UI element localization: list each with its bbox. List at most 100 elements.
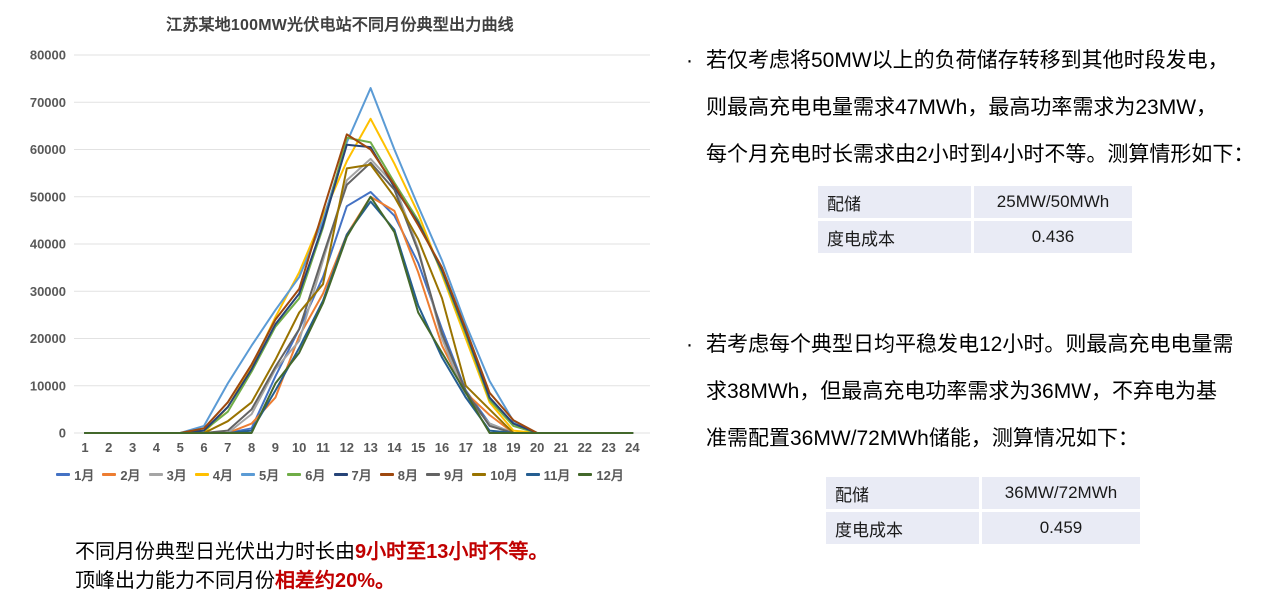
legend-label: 8月 <box>397 468 418 483</box>
y-axis-tick-label: 60000 <box>30 142 66 157</box>
legend-dash-icon <box>56 473 71 476</box>
x-axis-tick-label: 7 <box>224 440 231 455</box>
x-axis-tick-label: 19 <box>506 440 520 455</box>
legend-dash-icon <box>102 473 117 476</box>
x-axis-tick-label: 22 <box>578 440 592 455</box>
legend-dash-icon <box>525 473 540 476</box>
summary-line-1: 不同月份典型日光伏出力时长由9小时至13小时不等。 <box>75 538 548 567</box>
bullet-1-text: 若仅考虑将50MW以上的负荷储存转移到其他时段发电， 则最高充电电量需求47MW… <box>706 49 1255 166</box>
x-axis-tick-label: 13 <box>363 440 377 455</box>
x-axis-tick-label: 3 <box>129 440 136 455</box>
y-axis-tick-label: 30000 <box>30 284 66 299</box>
table2-row2-label: 度电成本 <box>826 512 979 544</box>
x-axis-tick-label: 16 <box>435 440 449 455</box>
legend-dash-icon <box>379 473 394 476</box>
x-axis-tick-label: 17 <box>459 440 473 455</box>
bullet-1-marker: · <box>686 49 693 72</box>
bullet-1: · 若仅考虑将50MW以上的负荷储存转移到其他时段发电， 则最高充电电量需求47… <box>686 37 1282 178</box>
y-axis-tick-label: 40000 <box>30 237 66 252</box>
legend-item-8月: 8月 <box>379 465 418 484</box>
table2-row2-value: 0.459 <box>982 512 1140 544</box>
table1-row1-value: 25MW/50MWh <box>974 186 1132 218</box>
legend-dash-icon <box>472 473 487 476</box>
summary-line-2: 顶峰出力能力不同月份相差约20%。 <box>75 567 548 596</box>
legend-dash-icon <box>241 473 256 476</box>
y-axis-tick-label: 50000 <box>30 189 66 204</box>
legend-label: 10月 <box>490 468 518 483</box>
x-axis-tick-label: 12 <box>340 440 354 455</box>
legend-item-5月: 5月 <box>241 465 279 484</box>
x-axis-tick-label: 1 <box>81 440 88 455</box>
series-line-6月 <box>84 136 634 434</box>
legend-item-2月: 2月 <box>102 465 141 484</box>
legend-item-3月: 3月 <box>148 465 187 484</box>
x-axis-tick-label: 14 <box>387 440 402 455</box>
table1-row1-label: 配储 <box>818 186 971 218</box>
x-axis-tick-label: 5 <box>177 440 184 455</box>
x-axis-tick-label: 21 <box>554 440 568 455</box>
table2-row1-value: 36MW/72MWh <box>982 477 1140 509</box>
summary-text: 不同月份典型日光伏出力时长由9小时至13小时不等。 顶峰出力能力不同月份相差约2… <box>75 538 548 596</box>
summary-line2-red: 相差约20%。 <box>275 570 396 592</box>
legend-dash-icon <box>148 473 163 476</box>
legend-label: 2月 <box>120 468 141 483</box>
bullet-2: · 若考虑每个典型日均平稳发电12小时。则最高充电电量需 求38MWh，但最高充… <box>686 321 1282 462</box>
pv-output-line-chart: 0 10000 20000 30000 40000 50000 60000 70000 8000… <box>30 48 650 455</box>
series-line-11月 <box>84 200 634 434</box>
y-axis-tick-label: 10000 <box>30 378 66 393</box>
summary-line1-red: 9小时至13小时不等。 <box>355 541 549 563</box>
x-axis-tick-label: 2 <box>105 440 112 455</box>
storage-config-table-2: 配储 36MW/72MWh 度电成本 0.459 <box>826 477 1140 544</box>
x-axis-tick-label: 9 <box>272 440 279 455</box>
chart-legend: 1月 2月 3月 4月 5月 6月 7月 8月 9月 10月 11月 12月 <box>0 465 680 484</box>
legend-dash-icon <box>287 473 302 476</box>
x-axis-tick-label: 18 <box>482 440 496 455</box>
summary-line1-black: 不同月份典型日光伏出力时长由 <box>75 541 355 563</box>
table1-row2-value: 0.436 <box>974 221 1132 253</box>
series-line-2月 <box>84 195 634 434</box>
legend-item-1月: 1月 <box>56 465 94 484</box>
legend-item-11月: 11月 <box>525 465 571 484</box>
legend-label: 9月 <box>443 468 465 483</box>
x-axis-tick-label: 10 <box>292 440 306 455</box>
legend-item-4月: 4月 <box>194 465 234 484</box>
series-line-7月 <box>84 143 634 434</box>
series-line-10月 <box>84 163 634 434</box>
legend-dash-icon <box>194 473 209 476</box>
series-line-9月 <box>84 161 634 434</box>
legend-label: 3月 <box>166 468 187 483</box>
y-axis-tick-label: 80000 <box>30 48 66 63</box>
legend-item-7月: 7月 <box>333 465 372 484</box>
legend-label: 6月 <box>305 468 326 483</box>
legend-item-9月: 9月 <box>425 465 465 484</box>
legend-dash-icon <box>333 473 348 476</box>
legend-dash-icon <box>578 473 593 476</box>
legend-label: 4月 <box>212 468 234 483</box>
x-axis-tick-label: 24 <box>625 440 640 455</box>
table2-row1-label: 配储 <box>826 477 979 509</box>
legend-item-12月: 12月 <box>578 465 624 484</box>
x-axis-tick-label: 6 <box>200 440 207 455</box>
legend-label: 5月 <box>259 468 280 483</box>
x-axis-tick-label: 23 <box>601 440 615 455</box>
chart-title: 江苏某地100MW光伏电站不同月份典型出力曲线 <box>166 17 514 34</box>
legend-label: 7月 <box>351 468 372 483</box>
legend-dash-icon <box>425 473 440 476</box>
y-axis-tick-label: 20000 <box>30 331 66 346</box>
legend-label: 1月 <box>74 468 95 483</box>
summary-line2-black: 顶峰出力能力不同月份 <box>75 570 275 592</box>
y-axis-tick-label: 70000 <box>30 95 66 110</box>
x-axis-tick-label: 15 <box>411 440 425 455</box>
legend-label: 11月 <box>543 468 571 483</box>
bullet-2-marker: · <box>686 333 693 356</box>
x-axis-tick-label: 11 <box>316 440 330 455</box>
series-line-8月 <box>84 133 634 434</box>
series-line-1月 <box>84 191 634 434</box>
bullet-2-text: 若考虑每个典型日均平稳发电12小时。则最高充电电量需 求38MWh，但最高充电功… <box>706 333 1234 450</box>
table1-row2-label: 度电成本 <box>818 221 971 253</box>
x-axis-tick-label: 20 <box>530 440 544 455</box>
legend-label: 12月 <box>596 468 624 483</box>
legend-item-6月: 6月 <box>287 465 326 484</box>
x-axis-tick-label: 4 <box>153 440 161 455</box>
